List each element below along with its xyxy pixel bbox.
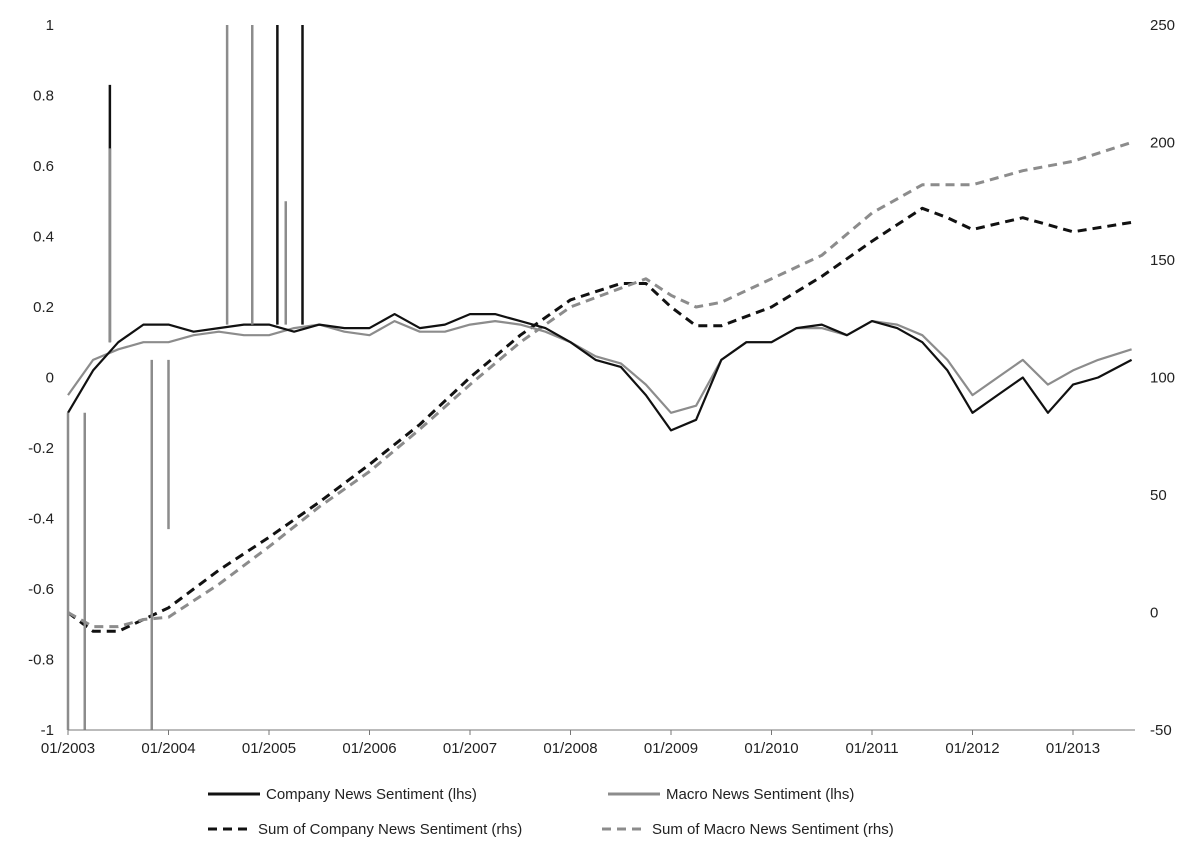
legend-label-macro: Macro News Sentiment (lhs) [666,786,854,803]
left-tick-label: 0.2 [33,299,54,316]
left-tick-label: 1 [46,17,54,34]
x-tick-label: 01/2006 [342,740,396,757]
x-axis-ticks: 01/2003 01/2004 01/2005 01/2006 01/2007 01/20… [41,730,1100,757]
x-tick-label: 01/2003 [41,740,95,757]
left-tick-label: -0.8 [28,652,54,669]
left-tick-label: 0.6 [33,158,54,175]
right-tick-label: 100 [1150,370,1175,387]
right-tick-label: 200 [1150,135,1175,152]
right-tick-label: 0 [1150,605,1158,622]
left-tick-label: 0.4 [33,229,54,246]
series-line-sum-of-macro-news-sentiment-rhs [67,141,1133,629]
left-tick-label: -0.2 [28,440,54,457]
left-tick-label: 0 [46,370,54,387]
x-tick-label: 01/2008 [543,740,597,757]
x-tick-label: 01/2013 [1046,740,1100,757]
legend-item-sum-company: Sum of Company News Sentiment (rhs) [208,821,522,838]
legend-label-company: Company News Sentiment (lhs) [266,786,477,803]
right-tick-label: 50 [1150,487,1167,504]
left-axis-ticks: -1 -0.8 -0.6 -0.4 -0.2 0 0.2 0.4 0.6 0.8 1 [28,17,54,739]
legend-item-sum-macro: Sum of Macro News Sentiment (rhs) [602,821,894,838]
series-line-sum-of-company-news-sentiment-rhs [67,206,1132,633]
left-tick-label: -1 [41,722,54,739]
right-tick-label: 150 [1150,252,1175,269]
legend-label-sum-company: Sum of Company News Sentiment (rhs) [258,821,522,838]
right-tick-label: 250 [1150,17,1175,34]
series-layer [66,25,1133,730]
right-tick-label: -50 [1150,722,1172,739]
x-tick-label: 01/2004 [141,740,195,757]
left-tick-label: -0.6 [28,581,54,598]
x-tick-label: 01/2011 [845,740,898,757]
left-tick-label: 0.8 [33,88,54,105]
x-tick-label: 01/2007 [443,740,497,757]
legend: Company News Sentiment (lhs) Macro News … [208,786,894,838]
series-line-macro-news-sentiment-lhs [67,320,1132,414]
x-tick-label: 01/2010 [744,740,798,757]
right-axis-ticks: -50 0 50 100 150 200 250 [1150,17,1175,739]
legend-item-macro: Macro News Sentiment (lhs) [608,786,854,803]
legend-item-company: Company News Sentiment (lhs) [208,786,477,803]
legend-label-sum-macro: Sum of Macro News Sentiment (rhs) [652,821,894,838]
series-line-company-news-sentiment-lhs [67,313,1133,432]
x-tick-label: 01/2005 [242,740,296,757]
left-tick-label: -0.4 [28,511,54,528]
x-tick-label: 01/2012 [945,740,999,757]
x-tick-label: 01/2009 [644,740,698,757]
